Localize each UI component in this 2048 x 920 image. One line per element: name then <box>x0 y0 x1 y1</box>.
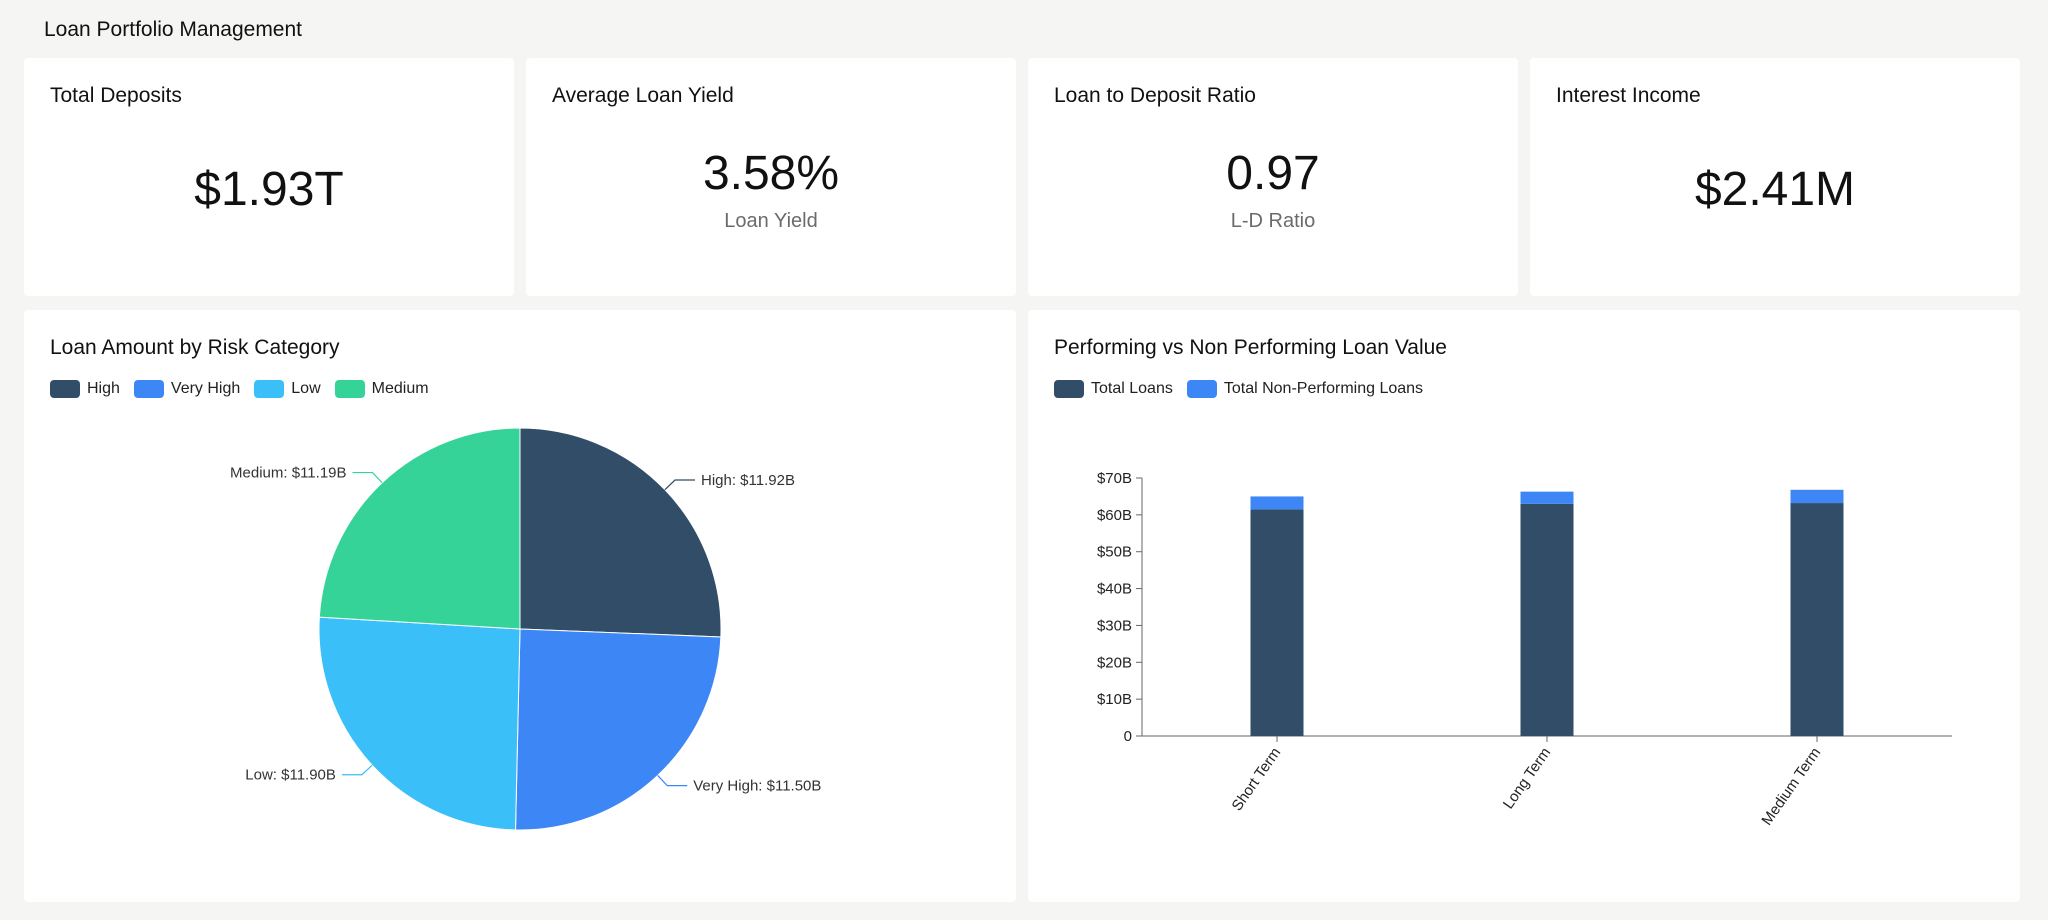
legend-item-non-performing[interactable]: Total Non-Performing Loans <box>1186 380 1424 398</box>
legend-swatch <box>133 380 164 398</box>
legend-swatch <box>1054 380 1084 398</box>
pie-label-line <box>352 471 383 484</box>
legend-swatch <box>1186 380 1217 398</box>
legend-item-total-loans[interactable]: Total Loans <box>1054 380 1173 398</box>
y-tick-label: $50B <box>1097 544 1132 561</box>
kpi-title: Total Deposits <box>50 84 182 107</box>
bar-segment-total-non-performing-loans[interactable] <box>1250 496 1304 510</box>
kpi-subtitle: Loan Yield <box>724 210 818 232</box>
pie-slice-label: Very High: $11.50B <box>693 778 821 795</box>
kpi-value: 3.58% <box>702 147 840 200</box>
performing-loans-panel: Performing vs Non Performing Loan Value … <box>1028 310 2020 902</box>
kpi-value: $2.41M <box>1694 163 1856 216</box>
risk-category-panel: Loan Amount by Risk Category High Very H… <box>24 310 1016 902</box>
page-title: Loan Portfolio Management <box>44 18 302 41</box>
kpi-value: $1.93T <box>194 163 344 216</box>
y-tick-label: $70B <box>1097 470 1132 487</box>
legend-item-low[interactable]: Low <box>254 380 321 398</box>
legend-swatch <box>334 380 365 398</box>
legend-label: Medium <box>371 380 429 397</box>
pie-label-line <box>341 764 373 776</box>
bar-segment-total-loans[interactable] <box>1520 503 1574 736</box>
pie-slice-high[interactable] <box>519 427 722 638</box>
bar-segment-total-loans[interactable] <box>1250 509 1304 736</box>
x-tick-label: Short Term <box>1228 745 1284 815</box>
pie-slice-medium[interactable] <box>318 427 521 630</box>
y-tick-label: $60B <box>1097 507 1132 524</box>
pie-slice-very-high[interactable] <box>515 628 722 831</box>
legend-label: High <box>87 380 120 397</box>
legend-label: Low <box>291 380 321 397</box>
legend-item-high[interactable]: High <box>50 380 120 398</box>
legend-label: Total Non-Performing Loans <box>1223 380 1424 397</box>
x-tick-label: Long Term <box>1500 745 1554 813</box>
kpi-title: Loan to Deposit Ratio <box>1054 84 1256 107</box>
pie-label-line <box>657 775 688 787</box>
kpi-title: Interest Income <box>1556 84 1701 107</box>
kpi-subtitle: L-D Ratio <box>1230 210 1316 232</box>
bar-segment-total-loans[interactable] <box>1790 503 1844 736</box>
legend-item-very-high[interactable]: Very High <box>133 380 241 398</box>
y-tick-label: $20B <box>1097 654 1132 671</box>
kpi-card-interest-income: Interest Income $2.41M <box>1530 58 2020 296</box>
bar-segment-total-non-performing-loans[interactable] <box>1520 491 1574 504</box>
panel-title: Loan Amount by Risk Category <box>50 336 340 359</box>
legend-swatch <box>50 380 80 398</box>
pie-slice-label: High: $11.92B <box>701 472 795 489</box>
stacked-bar-chart: 0 $10B $20B $30B $40B $50B $60B $70B Short Term L… <box>1097 470 1952 829</box>
legend-label: Very High <box>170 380 241 397</box>
kpi-card-loan-to-deposit-ratio: Loan to Deposit Ratio 0.97 L-D Ratio <box>1028 58 1518 296</box>
pie-slice-label: Medium: $11.19B <box>230 465 346 482</box>
pie-slice-label: Low: $11.90B <box>245 767 336 784</box>
kpi-card-average-loan-yield: Average Loan Yield 3.58% Loan Yield <box>526 58 1016 296</box>
y-tick-label: $30B <box>1097 617 1132 634</box>
pie-slice-low[interactable] <box>318 616 521 831</box>
panel-title: Performing vs Non Performing Loan Value <box>1054 336 1447 359</box>
bar-legend: Total Loans Total Non-Performing Loans <box>1054 380 1437 398</box>
pie-legend: High Very High Low Medium <box>50 380 443 398</box>
y-tick-label: $10B <box>1097 691 1132 708</box>
bar-segment-total-non-performing-loans[interactable] <box>1790 489 1844 504</box>
pie-label-line <box>664 479 696 491</box>
pie-chart: High: $11.92B Very High: $11.50B Low: $11.… <box>230 427 821 831</box>
legend-swatch <box>254 380 285 398</box>
legend-label: Total Loans <box>1091 380 1173 397</box>
y-tick-label: $40B <box>1097 581 1132 598</box>
x-tick-label: Medium Term <box>1758 745 1824 829</box>
kpi-title: Average Loan Yield <box>552 84 734 107</box>
kpi-card-total-deposits: Total Deposits $1.93T <box>24 58 514 296</box>
kpi-value: 0.97 <box>1226 147 1320 200</box>
y-tick-label: 0 <box>1124 728 1132 745</box>
legend-item-medium[interactable]: Medium <box>334 380 429 398</box>
